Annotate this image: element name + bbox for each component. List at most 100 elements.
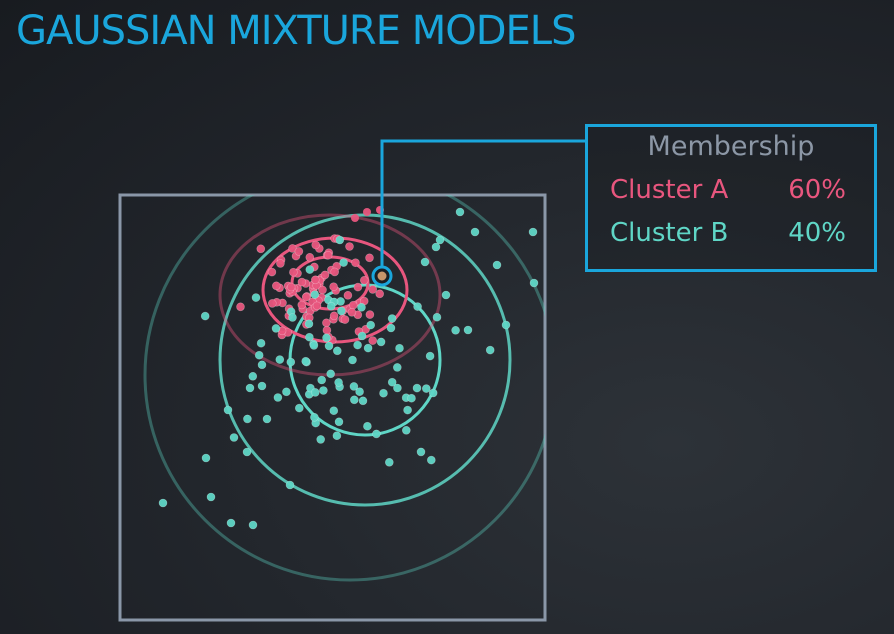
cluster-b-point xyxy=(393,383,402,393)
cluster-b-point xyxy=(304,319,314,329)
cluster-b-point xyxy=(349,382,359,391)
cluster-b-point xyxy=(257,360,267,370)
cluster-b-point xyxy=(401,425,411,435)
membership-heading: Membership xyxy=(647,131,815,162)
cluster-a-point xyxy=(267,299,277,308)
cluster-b-point xyxy=(245,383,255,393)
cluster-b-point xyxy=(363,421,372,431)
cluster-a-point xyxy=(294,247,304,256)
cluster-b-point xyxy=(275,355,285,364)
cluster-b-point xyxy=(332,346,342,356)
cluster-b-point xyxy=(326,369,336,379)
cluster-b-point xyxy=(332,431,342,441)
cluster-b-point xyxy=(379,388,388,398)
cluster-b-point xyxy=(301,356,311,366)
cluster-b-point xyxy=(425,351,435,361)
cluster-b-point xyxy=(348,355,357,365)
cluster-b-point xyxy=(316,435,326,444)
cluster-b-point xyxy=(441,290,451,300)
cluster-b-point xyxy=(420,257,430,267)
cluster-b-point xyxy=(386,323,396,333)
cluster-b-point xyxy=(229,433,239,442)
cluster-b-point xyxy=(273,393,283,402)
highlighted-point xyxy=(377,271,387,281)
cluster-a-point xyxy=(351,258,360,268)
cluster-b-point xyxy=(305,265,315,274)
cluster-a-point xyxy=(363,208,371,216)
cluster-b-point xyxy=(339,258,348,267)
cluster-b-point xyxy=(326,301,336,311)
cluster-a-point xyxy=(305,252,315,262)
cluster-a-point xyxy=(322,325,332,335)
cluster-b-point xyxy=(432,312,442,322)
cluster-b-point xyxy=(357,302,366,312)
cluster-b-point xyxy=(305,332,314,342)
cluster-a-point xyxy=(286,282,296,292)
cluster-b-point xyxy=(271,324,281,333)
cluster-a-point xyxy=(329,282,338,292)
cluster-b-point xyxy=(286,357,296,367)
cluster-a-point xyxy=(310,275,320,285)
cluster-b-point xyxy=(251,293,261,302)
cluster-a-point xyxy=(276,259,285,268)
cluster-a-point xyxy=(267,267,277,277)
cluster-b-point xyxy=(243,414,252,424)
plot-frame xyxy=(118,193,547,622)
cluster-b-point xyxy=(451,325,460,335)
cluster-a-point xyxy=(318,285,327,295)
slide-title: GAUSSIAN MIXTURE MODELS xyxy=(16,8,576,54)
cluster-a-value: 60% xyxy=(788,175,846,205)
cluster-a-point xyxy=(348,300,358,310)
membership-row-cluster-b: Cluster B 40% xyxy=(610,218,846,254)
cluster-b-point xyxy=(387,377,397,387)
cluster-b-point xyxy=(421,384,431,393)
cluster-b-point xyxy=(435,235,445,245)
cluster-b-point xyxy=(334,378,343,387)
cluster-b-point xyxy=(428,388,438,398)
cluster-b-point xyxy=(372,429,381,439)
cluster-b-point xyxy=(395,343,404,353)
cluster-a-point xyxy=(329,311,339,321)
cluster-b-point xyxy=(322,333,331,343)
cluster-b-point xyxy=(200,311,210,321)
cluster-a-point xyxy=(351,214,359,222)
callout-line xyxy=(380,139,585,275)
cluster-b-point xyxy=(324,341,334,351)
cluster-b-point xyxy=(376,337,386,347)
cluster-b-point xyxy=(248,520,258,530)
cluster-a-point xyxy=(322,318,331,328)
cluster-b-point xyxy=(387,314,397,323)
cluster-a-point xyxy=(289,267,298,277)
cluster-a-point xyxy=(368,336,378,345)
cluster-a-point xyxy=(297,300,307,310)
cluster-b-point xyxy=(262,414,272,424)
cluster-a-point xyxy=(236,302,245,312)
cluster-a-point xyxy=(345,242,354,251)
cluster-b-point xyxy=(470,227,480,237)
cluster-b-point xyxy=(257,381,267,391)
cluster-b-point xyxy=(349,395,359,405)
cluster-b-point xyxy=(319,386,328,395)
cluster-b-point xyxy=(201,453,211,463)
cluster-b-point xyxy=(310,412,319,422)
cluster-b-point xyxy=(335,235,345,245)
cluster-b-contour-1 xyxy=(143,195,545,582)
cluster-b-point xyxy=(254,350,264,360)
cluster-b-point xyxy=(501,320,511,330)
cluster-b-point xyxy=(492,260,502,270)
cluster-a-point xyxy=(301,292,311,302)
cluster-b-point xyxy=(384,457,394,467)
cluster-b-point xyxy=(334,417,344,427)
cluster-b-point xyxy=(248,371,258,381)
cluster-b-point xyxy=(363,343,373,353)
cluster-a-point xyxy=(330,267,340,277)
cluster-b-point xyxy=(355,387,364,397)
cluster-a-point xyxy=(365,253,374,263)
cluster-b-point xyxy=(426,455,436,465)
cluster-b-point xyxy=(310,290,320,299)
cluster-a-point xyxy=(297,277,307,287)
cluster-b-point xyxy=(407,393,416,403)
cluster-b-point xyxy=(223,405,233,415)
cluster-b-point xyxy=(353,340,362,350)
cluster-b-point xyxy=(317,375,327,385)
